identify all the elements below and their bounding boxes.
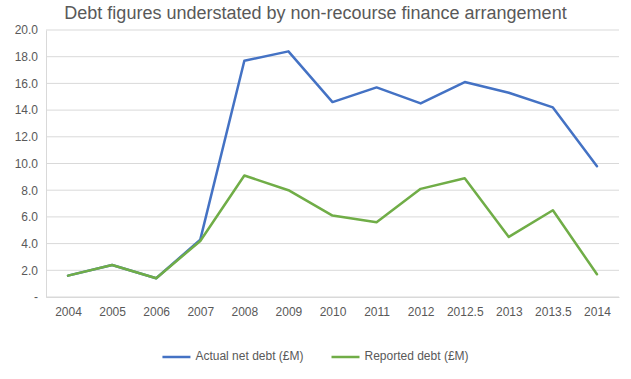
grid-line xyxy=(46,56,619,57)
x-tick-label: 2009 xyxy=(276,305,303,319)
grid-line xyxy=(46,190,619,191)
grid-line xyxy=(46,297,619,298)
grid xyxy=(46,30,619,297)
y-tick: 16.0 xyxy=(15,77,46,91)
legend-item: Reported debt (£M) xyxy=(332,349,469,363)
x-tick: 2009 xyxy=(276,297,303,319)
y-tick: - xyxy=(34,290,46,304)
x-tick: 2012 xyxy=(408,297,435,319)
series-line xyxy=(68,51,597,278)
x-tick-label: 2010 xyxy=(320,305,347,319)
y-tick-label: 20.0 xyxy=(15,23,39,37)
y-tick: 4.0 xyxy=(21,237,46,251)
y-tick-label: 6.0 xyxy=(21,210,38,224)
y-tick-label: 16.0 xyxy=(15,77,39,91)
y-axis: - 2.0 4.0 6.0 8.0 10.0 12.0 14.0 16.0 18.0 20.0 xyxy=(15,23,47,304)
x-tick-label: 2012 xyxy=(408,305,435,319)
y-tick: 10.0 xyxy=(15,157,46,171)
y-tick-label: 4.0 xyxy=(21,237,38,251)
x-tick-label: 2007 xyxy=(187,305,214,319)
x-tick-label: 2004 xyxy=(55,305,82,319)
grid-line xyxy=(46,30,619,31)
x-tick: 2011 xyxy=(364,297,390,319)
legend-label: Actual net debt (£M) xyxy=(195,349,303,363)
y-tick: 6.0 xyxy=(21,210,46,224)
y-axis-line xyxy=(46,31,47,298)
x-tick: 2010 xyxy=(320,297,347,319)
y-tick: 2.0 xyxy=(21,264,46,278)
x-tick: 2005 xyxy=(99,297,126,319)
y-tick: 12.0 xyxy=(15,130,46,144)
x-tick: 2006 xyxy=(143,297,170,319)
x-tick: 2012.5 xyxy=(447,297,484,319)
x-tick: 2008 xyxy=(231,297,258,319)
y-tick-label: 8.0 xyxy=(21,184,38,198)
plot: - 2.0 4.0 6.0 8.0 10.0 12.0 14.0 16.0 18.0 20.0 200… xyxy=(15,23,620,318)
x-tick: 2013 xyxy=(496,297,523,319)
grid-line xyxy=(46,243,619,244)
y-tick-label: 18.0 xyxy=(15,50,39,64)
x-tick-label: 2013 xyxy=(496,305,523,319)
title: Debt figures understated by non-recourse… xyxy=(64,3,566,23)
grid-line xyxy=(46,83,619,84)
x-tick: 2013.5 xyxy=(535,297,572,319)
chart: Debt figures understated by non-recourse… xyxy=(0,0,631,379)
legend-swatch xyxy=(332,356,360,359)
x-tick-label: 2011 xyxy=(364,305,390,319)
x-tick: 2007 xyxy=(187,297,214,319)
legend-label: Reported debt (£M) xyxy=(365,349,469,363)
x-axis-line xyxy=(47,297,620,298)
series-group xyxy=(68,51,597,278)
x-axis: 2004 2005 2006 2007 2008 2009 2010 2011 2012 2012… xyxy=(47,297,620,319)
y-tick-label: 10.0 xyxy=(15,157,39,171)
y-tick-label: 14.0 xyxy=(15,103,39,117)
x-tick-label: 2014 xyxy=(584,305,611,319)
y-tick-label: - xyxy=(34,290,38,304)
series-line xyxy=(68,176,597,279)
grid-line xyxy=(46,163,619,164)
y-tick: 18.0 xyxy=(15,50,46,64)
y-tick: 8.0 xyxy=(21,184,46,198)
legend-item: Actual net debt (£M) xyxy=(162,349,303,363)
y-tick: 14.0 xyxy=(15,103,46,117)
y-tick-label: 2.0 xyxy=(21,264,38,278)
x-tick-label: 2008 xyxy=(231,305,258,319)
grid-line xyxy=(46,136,619,137)
x-tick: 2004 xyxy=(55,297,82,319)
legend: Actual net debt (£M) Reported debt (£M) xyxy=(162,349,468,363)
x-tick: 2014 xyxy=(584,297,611,319)
x-tick-label: 2005 xyxy=(99,305,126,319)
x-tick-label: 2006 xyxy=(143,305,170,319)
y-tick-label: 12.0 xyxy=(15,130,39,144)
legend-swatch xyxy=(162,356,190,359)
background xyxy=(0,0,631,379)
grid-line xyxy=(46,110,619,111)
x-tick-label: 2012.5 xyxy=(447,305,484,319)
y-tick: 20.0 xyxy=(15,23,46,37)
x-tick-label: 2013.5 xyxy=(535,305,572,319)
